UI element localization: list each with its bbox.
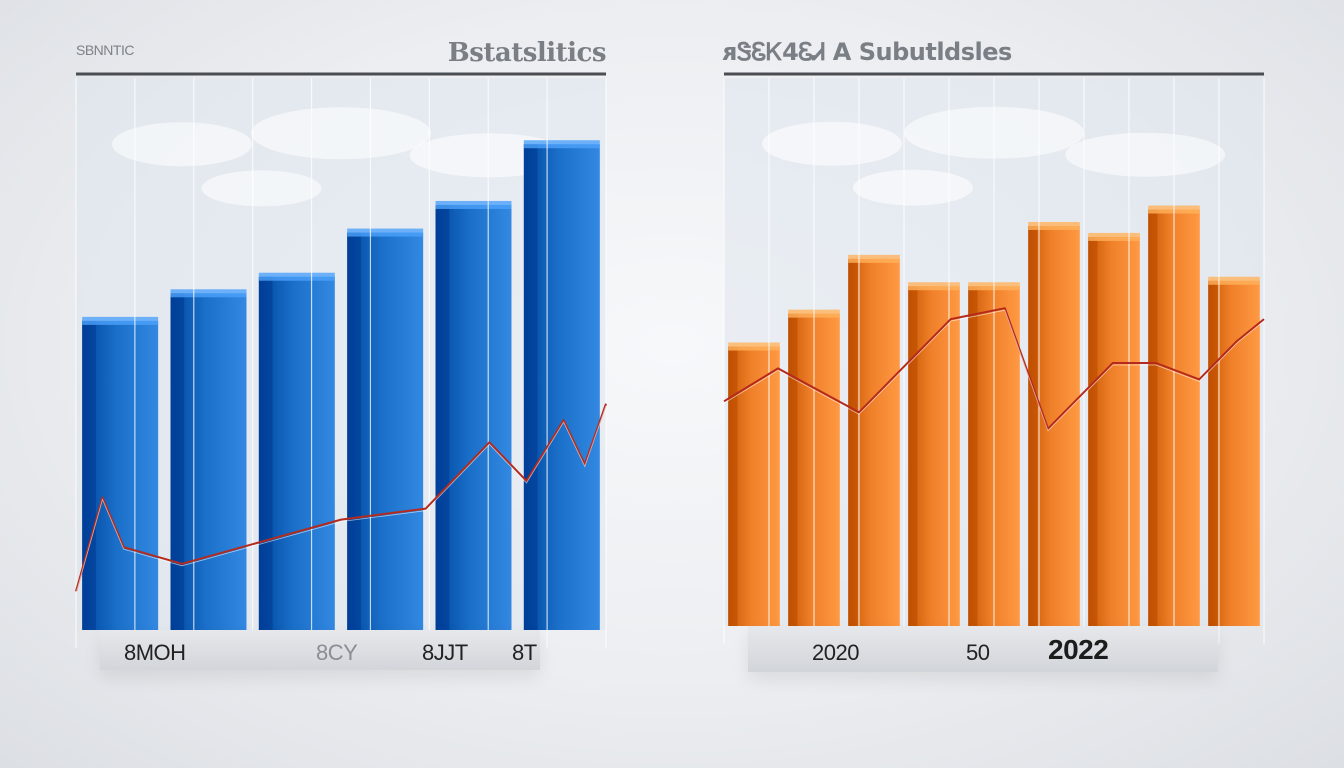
right-chart-panel: ᴙᏕᏋᏦ4ᏋᏗ A Subutldsles 2020 50 2022 — [708, 30, 1278, 690]
right-backdrop-cloud — [853, 169, 973, 206]
right-bar-7 — [1088, 232, 1140, 627]
left-bar-5 — [435, 200, 512, 630]
right-tick-label-1: 2020 — [812, 640, 859, 665]
right-bar-3 — [848, 254, 900, 626]
left-chart-panel: SBNNTIC Bstatslitics 8MOH 8CY 8JJT 8T — [60, 30, 620, 690]
left-bar-2 — [170, 289, 247, 630]
left-bar-4 — [347, 228, 424, 630]
right-base-strip — [748, 626, 1218, 672]
left-chart-subtitle: SBNNTIC — [76, 42, 134, 58]
left-trend-line — [75, 403, 607, 592]
left-backdrop-cloud — [112, 122, 252, 167]
left-bar-chart — [75, 72, 607, 648]
left-tick-label-2: 8CY — [316, 640, 358, 665]
right-trend-line — [723, 307, 1265, 430]
right-backdrop-cloud — [1065, 132, 1226, 177]
right-tick-label-2: 50 — [966, 640, 990, 665]
right-bar-4 — [908, 282, 960, 626]
left-backdrop-cloud — [201, 170, 322, 207]
right-backdrop-cloud — [762, 121, 902, 166]
left-bar-1 — [82, 316, 159, 630]
left-bar-3 — [258, 272, 335, 630]
right-chart-title: ᴙᏕᏋᏦ4ᏋᏗ A Subutldsles — [722, 38, 1012, 66]
right-bar-9 — [1208, 276, 1260, 626]
right-tick-label-3: 2022 — [1048, 634, 1109, 665]
left-tick-label-3: 8JJT — [422, 640, 468, 665]
left-bar-6 — [523, 140, 600, 630]
left-trend-line-highlight — [75, 405, 607, 594]
left-chart-title: Bstatslitics — [447, 38, 607, 68]
left-backdrop-cloud — [251, 107, 431, 160]
left-tick-label-4: 8T — [512, 640, 537, 665]
left-tick-label-1: 8MOH — [124, 640, 186, 665]
right-bar-chart — [723, 72, 1265, 644]
left-base-strip — [100, 630, 540, 670]
right-bar-6 — [1028, 221, 1080, 626]
right-trend-line-highlight — [723, 309, 1265, 432]
